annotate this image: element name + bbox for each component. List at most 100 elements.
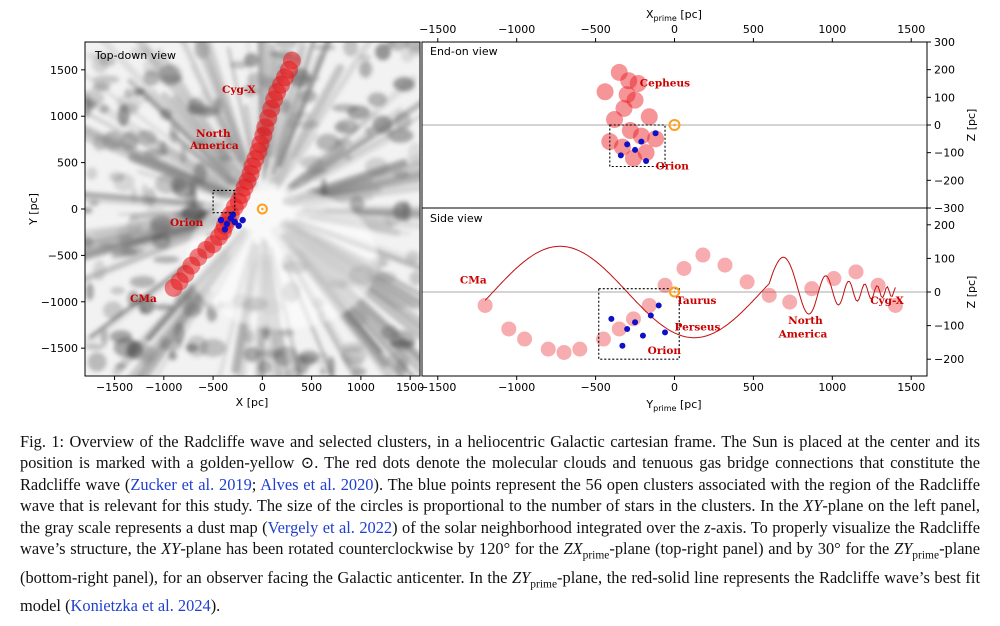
dust-blob [205,155,229,172]
y-tick-label: 200 [934,219,955,232]
dust-blob [130,187,138,204]
caption-math: ZY [512,567,531,587]
dust-blob [405,250,420,264]
caption-text: Overview of the Radcliffe wave and selec… [20,432,980,494]
dust-blob [194,138,207,146]
dust-streak [180,42,243,164]
x-tick-label: 1500 [897,23,925,36]
cluster-point [647,312,654,319]
cloud-point [782,294,798,310]
dust-blob [364,157,389,176]
dust-blob [287,117,297,130]
y-tick-label: −1500 [41,342,78,355]
dust-blob [88,199,100,207]
cloud-point [647,130,665,148]
dust-blob [172,181,197,199]
cluster-point [662,329,669,336]
annotation-label: CMa [130,293,157,305]
annotation-label: Orion [656,160,690,172]
cloud-point [610,63,628,81]
dust-blob [168,351,177,361]
dust-streak [245,42,262,167]
cloud-point [595,331,611,347]
dust-blob [86,167,98,180]
x-axis-label: X [pc] [236,396,269,409]
y-tick-label: 100 [934,91,955,104]
cloud-point [848,264,864,280]
zoom-box [598,288,680,360]
cluster-point [217,216,225,224]
citation-zucker-link[interactable]: Zucker et al. 2019 [130,474,252,494]
dust-blob [153,303,173,311]
dust-blob [320,178,328,198]
y-tick-label: −200 [934,353,964,366]
dust-blob [359,60,373,78]
dust-blob [85,236,93,249]
dust-blob [229,60,249,69]
x-tick-label: −1000 [498,23,535,36]
annotation-label: Cepheus [640,77,690,89]
cloud-point [632,127,650,145]
dust-blob [258,359,272,375]
cloud-point [739,274,755,290]
sun-marker [256,203,268,215]
x-tick-label: 1000 [347,381,375,394]
cloud-point [621,122,639,140]
dust-blob [151,233,171,249]
dust-blob [115,363,126,370]
annotation-label: Orion [648,345,682,357]
dust-blob [250,87,261,95]
sun-marker-dot [261,207,264,211]
dust-streak [287,102,420,194]
cloud-point [640,108,658,126]
sun-marker [668,119,681,131]
x-axis-label: Yprime [pc] [645,398,701,413]
annotation-label: Taurus [676,295,716,307]
dust-blob [179,146,188,164]
caption-math: ZY [894,539,913,559]
dust-blob [243,346,260,363]
dust-blob [343,42,359,57]
citation-konietzka-link[interactable]: Konietzka et al. 2024 [70,596,211,616]
caption-text: ). [210,596,221,616]
dust-blob [142,148,169,157]
dust-blob [85,51,113,61]
dust-blob [100,329,108,348]
cloud-point [606,110,624,128]
x-tick-label: 1000 [818,23,846,36]
dust-blob [139,305,147,315]
dust-blob [186,335,208,358]
caption-text: ) of the solar neighborhood integrated o… [392,517,705,537]
x-tick-label: 0 [671,23,678,36]
dust-blob [113,337,139,358]
dust-blob [182,301,204,314]
sun-marker [669,286,680,298]
dust-blob [386,128,414,143]
cloud-point [477,297,493,313]
citation-vergely-link[interactable]: Vergely et al. 2022 [267,517,393,537]
zoom-box [609,124,666,168]
dust-blob [99,242,115,249]
dust-blob [173,322,185,345]
y-tick-label: −1000 [41,296,78,309]
dust-blob [394,111,412,131]
dust-blob [159,335,168,350]
dust-blob [298,350,320,364]
dust-blob [92,75,120,84]
cloud-point [572,341,588,357]
citation-alves-link[interactable]: Alves et al. 2020 [260,474,374,494]
x-tick-label: 1500 [897,381,925,394]
x-tick-label: 500 [743,381,764,394]
cloud-point [626,91,644,109]
annotation-label: North [196,128,231,140]
dust-blob [87,352,107,372]
left-panel-title: Top-down view [94,49,176,62]
annotation-label: America [189,140,239,152]
dust-blob [395,357,408,376]
dust-blob [247,72,268,87]
dust-blob [119,102,139,116]
sun-marker-dot [673,123,676,127]
caption-text: -plane has been rotated counterclockwise… [180,539,564,559]
dust-blob [281,98,290,115]
